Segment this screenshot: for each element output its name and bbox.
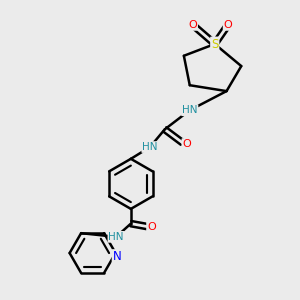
- Text: O: O: [224, 20, 233, 30]
- Text: HN: HN: [142, 142, 158, 152]
- Text: HN: HN: [182, 105, 197, 115]
- Text: O: O: [188, 20, 197, 30]
- Text: HN: HN: [108, 232, 124, 242]
- Text: S: S: [211, 38, 218, 50]
- Text: O: O: [182, 139, 191, 149]
- Text: N: N: [112, 250, 122, 263]
- Text: O: O: [147, 222, 156, 232]
